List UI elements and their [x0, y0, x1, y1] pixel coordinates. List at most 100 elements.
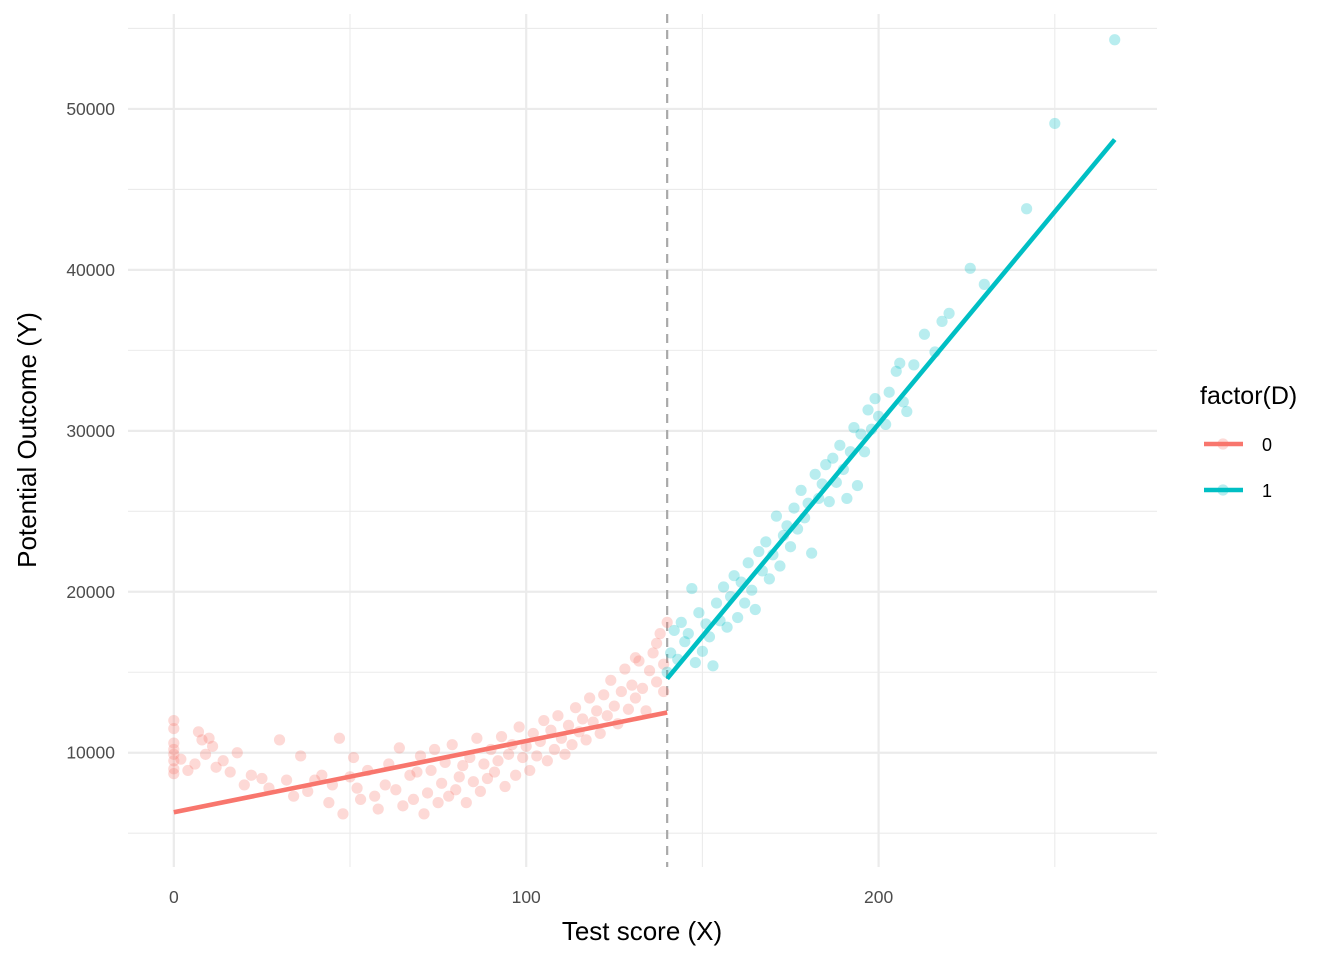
data-point-group-1 [732, 611, 744, 624]
data-point-group-0 [351, 782, 363, 794]
data-point-group-0 [411, 766, 423, 778]
data-point-group-1 [820, 459, 832, 471]
data-point-group-0 [280, 774, 293, 786]
data-point-group-1 [753, 545, 765, 558]
fit-line-group-0 [173, 710, 668, 815]
y-tick-label: 50000 [66, 99, 115, 119]
y-tick-label: 10000 [66, 743, 115, 763]
data-point-group-1 [774, 560, 786, 572]
data-point-group-0 [481, 772, 494, 785]
data-point-group-1 [841, 492, 853, 505]
data-point-group-0 [337, 808, 349, 820]
data-point-group-0 [636, 682, 649, 694]
data-point-group-1 [890, 365, 902, 377]
data-point-group-0 [615, 685, 627, 698]
data-point-group-1 [894, 357, 906, 369]
data-point-group-0 [421, 787, 434, 799]
data-point-group-1 [978, 278, 990, 290]
data-point-group-0 [397, 800, 409, 812]
data-point-group-0 [658, 685, 670, 698]
data-point-group-0 [168, 748, 180, 760]
data-point-group-0 [545, 724, 557, 736]
data-point-group-1 [668, 624, 680, 637]
grid [128, 14, 1157, 867]
data-point-group-0 [182, 764, 194, 777]
data-point-group-1 [848, 422, 860, 434]
data-point-group-0 [379, 779, 391, 791]
data-point-group-0 [203, 732, 215, 744]
data-point-group-0 [457, 760, 469, 772]
data-point-group-1 [943, 307, 955, 319]
data-point-group-0 [238, 779, 250, 791]
data-point-group-1 [788, 502, 800, 514]
data-point-group-1 [682, 628, 694, 640]
data-point-group-0 [566, 739, 578, 751]
data-point-group-0 [622, 703, 635, 715]
legend-item-0: 0 [1204, 435, 1272, 455]
data-point-group-0 [580, 734, 592, 746]
legend-label: 1 [1262, 481, 1272, 501]
data-point-group-0 [619, 663, 631, 675]
data-point-group-0 [245, 769, 257, 781]
fit-lines [173, 138, 1117, 815]
data-point-group-0 [633, 655, 645, 667]
data-point-group-0 [658, 658, 670, 670]
data-point-group-0 [418, 808, 430, 820]
data-point-group-1 [1109, 34, 1121, 46]
data-point-group-0 [425, 764, 437, 777]
data-point-group-0 [601, 710, 613, 722]
data-point-group-0 [654, 628, 666, 640]
data-point-group-0 [288, 790, 300, 802]
data-point-group-0 [541, 755, 553, 767]
data-point-group-0 [432, 797, 444, 809]
data-point-group-0 [552, 710, 564, 722]
x-tick-label: 100 [512, 887, 541, 907]
data-point-group-0 [333, 732, 346, 744]
data-point-group-1 [862, 404, 874, 416]
data-point-group-0 [576, 713, 589, 725]
x-tick-label: 200 [864, 887, 893, 907]
data-point-group-0 [488, 766, 501, 778]
data-point-group-0 [513, 721, 525, 733]
data-point-group-0 [517, 751, 529, 764]
data-point-group-1 [763, 573, 775, 585]
legend-key-point [1217, 484, 1229, 496]
data-point-group-0 [584, 692, 596, 704]
data-point-group-1 [707, 660, 719, 672]
data-point-group-0 [538, 714, 550, 727]
data-point-group-0 [650, 637, 663, 649]
y-tick-label: 30000 [66, 421, 115, 441]
data-point-group-0 [629, 652, 642, 664]
data-point-group-1 [809, 468, 821, 480]
x-axis-title: Test score (X) [562, 916, 722, 946]
data-point-group-0 [531, 750, 543, 762]
data-point-group-1 [1049, 117, 1061, 130]
data-point-group-0 [492, 755, 504, 767]
data-point-group-0 [495, 731, 508, 743]
legend: factor(D) 0 1 [1200, 382, 1297, 501]
data-point-group-0 [168, 763, 180, 775]
y-tick-label: 20000 [66, 582, 115, 602]
data-point-group-0 [443, 790, 455, 802]
data-point-group-0 [316, 769, 328, 781]
data-point-group-1 [770, 510, 783, 522]
data-point-group-0 [548, 743, 561, 756]
data-point-group-0 [168, 737, 180, 749]
data-point-group-0 [393, 742, 405, 754]
y-axis-title: Potential Outcome (Y) [12, 312, 42, 568]
data-point-group-0 [199, 748, 212, 760]
data-point-group-0 [206, 740, 219, 752]
data-point-group-0 [640, 705, 652, 717]
data-point-group-0 [390, 784, 402, 796]
data-point-group-0 [594, 727, 606, 740]
data-point-group-1 [1021, 203, 1033, 215]
data-point-group-1 [728, 570, 740, 582]
data-point-group-1 [742, 557, 754, 569]
data-point-group-1 [760, 536, 772, 548]
axis-ticks: 0 100 200 10000 20000 30000 40000 50000 [66, 99, 893, 907]
x-tick-label: 0 [169, 887, 179, 907]
data-point-group-1 [908, 359, 920, 371]
data-point-group-0 [467, 776, 479, 788]
data-point-group-0 [210, 761, 222, 773]
data-point-group-1 [806, 547, 818, 559]
